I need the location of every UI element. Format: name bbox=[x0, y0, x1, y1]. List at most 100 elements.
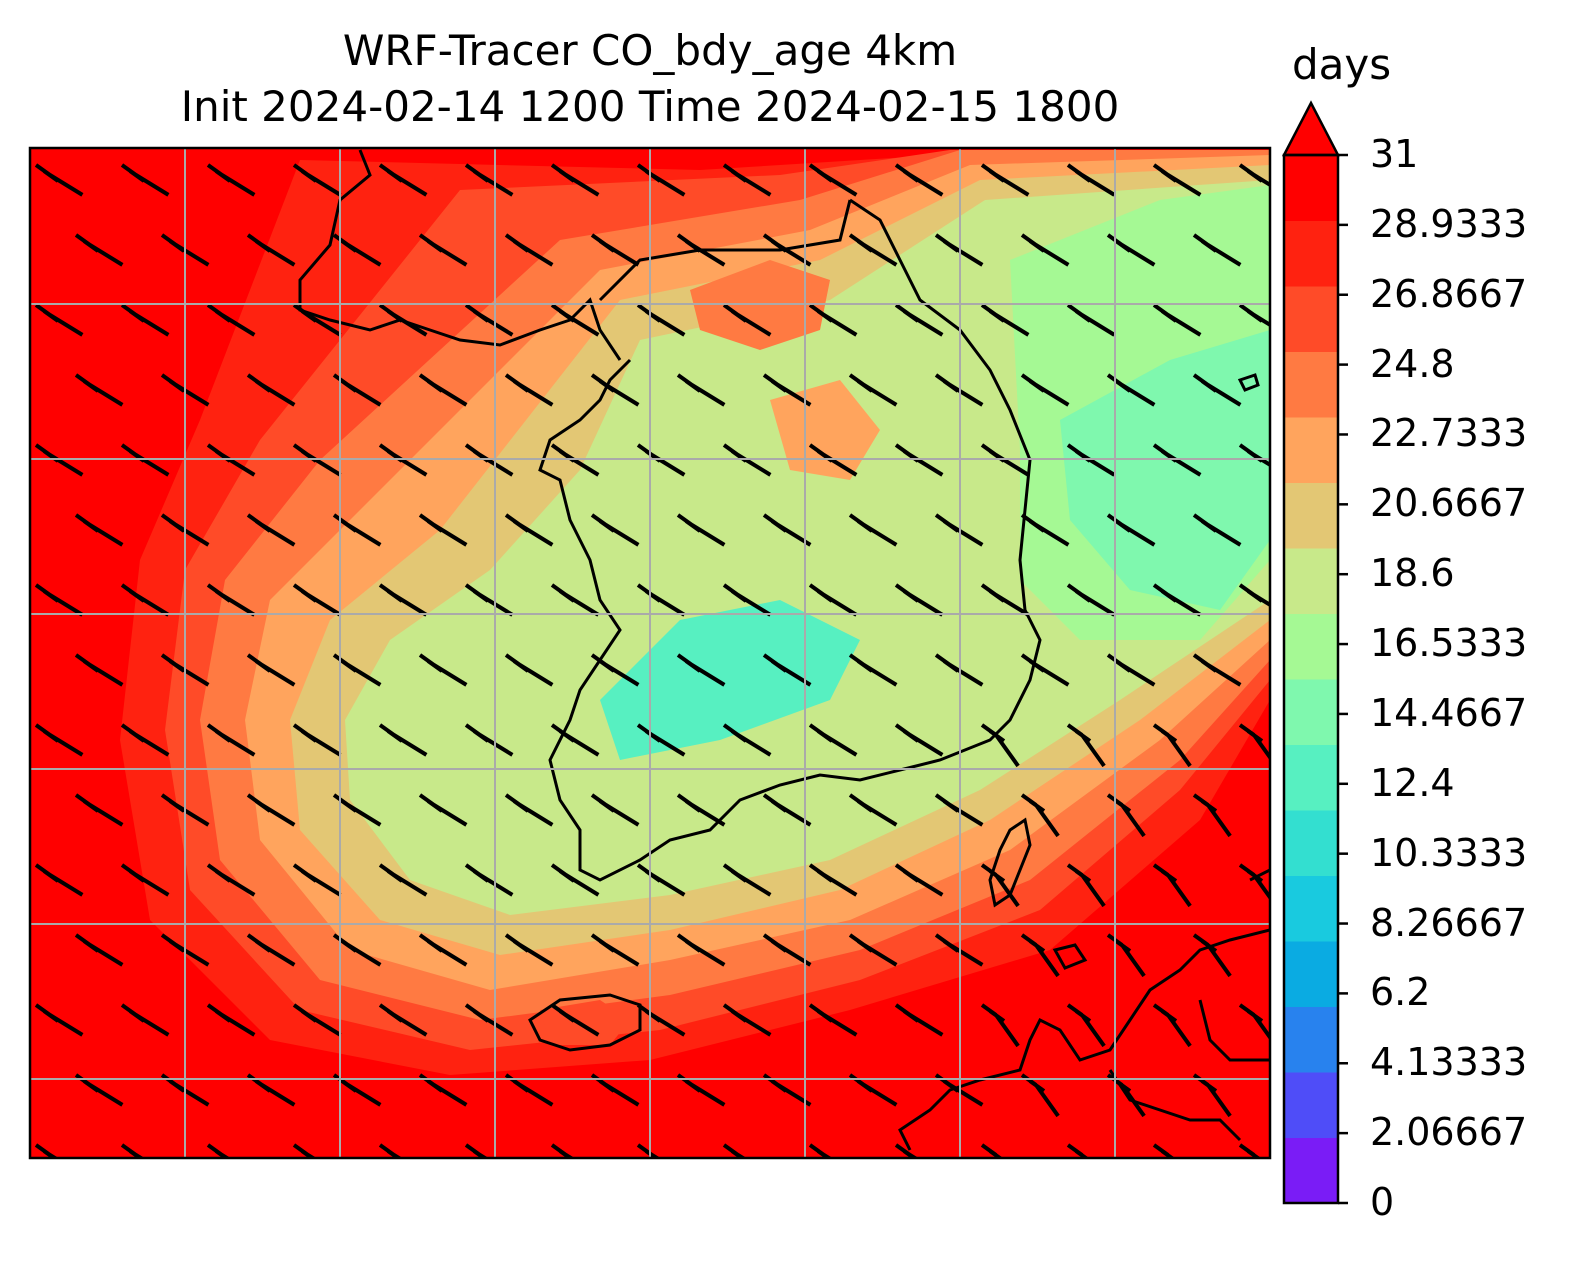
wind-barb bbox=[722, 723, 772, 757]
wind-barb bbox=[120, 303, 170, 337]
wind-barb bbox=[1020, 793, 1060, 838]
wind-barb bbox=[590, 793, 640, 827]
wind-barb-layer bbox=[34, 163, 1270, 1158]
wind-barb bbox=[1238, 723, 1270, 761]
wind-barb bbox=[1066, 863, 1106, 908]
wind-barb bbox=[464, 1003, 514, 1037]
wind-barb bbox=[808, 863, 858, 897]
wind-barb bbox=[160, 513, 210, 547]
colorbar-segment bbox=[1284, 482, 1338, 549]
wind-barb bbox=[1020, 233, 1070, 267]
colorbar-extend-arrow bbox=[1281, 100, 1341, 157]
colorbar-tick-label: 22.7333 bbox=[1370, 411, 1528, 456]
wind-barb bbox=[206, 723, 256, 757]
wind-barb bbox=[74, 933, 124, 967]
colorbar-tick-label: 28.9333 bbox=[1370, 201, 1528, 246]
wind-barb bbox=[120, 863, 170, 897]
wind-barb bbox=[464, 1143, 489, 1158]
colorbar-tick-label: 2.06667 bbox=[1370, 1110, 1528, 1155]
wind-barb bbox=[1152, 303, 1202, 337]
wind-barb bbox=[894, 163, 944, 197]
colorbar-segment bbox=[1284, 744, 1338, 811]
coastline-korea-west-north bbox=[598, 199, 852, 302]
wind-barb bbox=[378, 723, 428, 757]
colorbar-frame bbox=[1282, 153, 1340, 1205]
wind-barb bbox=[848, 513, 898, 547]
wind-barb bbox=[120, 1003, 170, 1037]
wind-barb bbox=[1238, 163, 1270, 188]
wind-barb bbox=[1152, 163, 1202, 197]
wind-barb bbox=[206, 163, 256, 197]
wind-barb bbox=[206, 583, 256, 617]
colorbar-segment bbox=[1284, 679, 1338, 745]
wind-barb bbox=[1192, 233, 1242, 267]
wind-barb bbox=[676, 933, 726, 967]
wind-barb bbox=[1152, 863, 1192, 908]
wind-barb bbox=[550, 583, 600, 617]
wind-barb bbox=[676, 653, 726, 687]
wind-barb bbox=[504, 793, 554, 827]
colorbar-unit-label: days bbox=[1292, 40, 1392, 89]
colorbar-segment bbox=[1284, 875, 1338, 942]
map-title-line-1: WRF-Tracer CO_bdy_age 4km bbox=[342, 26, 958, 75]
wind-barb bbox=[160, 793, 210, 827]
wind-barb bbox=[934, 513, 984, 547]
wind-barb bbox=[808, 1143, 833, 1158]
wind-barb bbox=[120, 1143, 145, 1158]
wind-barb bbox=[848, 233, 898, 267]
wind-barb bbox=[848, 793, 898, 827]
wind-barb bbox=[722, 163, 772, 197]
coastline-japan bbox=[898, 928, 1270, 1151]
wind-barb bbox=[292, 723, 342, 757]
wind-barb bbox=[418, 793, 468, 827]
wind-barb bbox=[894, 583, 944, 617]
wind-barb bbox=[550, 1003, 600, 1037]
wind-barb bbox=[74, 233, 124, 267]
colorbar-segment bbox=[1284, 220, 1338, 287]
wind-barb bbox=[34, 863, 84, 897]
wind-barb bbox=[246, 233, 296, 267]
coastline-jeju bbox=[528, 993, 642, 1052]
colorbar-tick-label: 0 bbox=[1370, 1180, 1395, 1224]
wind-barb bbox=[808, 723, 858, 757]
colorbar-tick-label: 16.5333 bbox=[1370, 621, 1528, 666]
colorbar-tick-label: 18.6 bbox=[1370, 551, 1455, 596]
wind-barb bbox=[34, 583, 84, 617]
wind-barb bbox=[246, 373, 296, 407]
colorbar-tick-label: 31 bbox=[1370, 132, 1419, 176]
wind-barb bbox=[74, 793, 124, 827]
wind-barb bbox=[160, 933, 210, 967]
wind-barb bbox=[1192, 653, 1242, 687]
colorbar-segment bbox=[1284, 548, 1338, 614]
wind-barb bbox=[934, 793, 984, 827]
wind-barb bbox=[550, 1143, 575, 1158]
coastline-japan-kyushu bbox=[1198, 999, 1270, 1062]
wind-barb bbox=[464, 863, 514, 897]
wind-barb bbox=[1152, 583, 1202, 617]
wind-barb bbox=[120, 583, 170, 617]
coastline-tsushima bbox=[988, 817, 1032, 908]
wind-barb bbox=[378, 583, 428, 617]
wind-barb bbox=[808, 163, 858, 197]
wind-barb bbox=[464, 723, 514, 757]
wind-barb bbox=[34, 723, 84, 757]
wind-barb bbox=[378, 863, 428, 897]
wind-barb bbox=[292, 583, 342, 617]
colorbar-segment bbox=[1284, 155, 1338, 221]
wind-barb bbox=[464, 583, 514, 617]
colorbar-tick-label: 4.13333 bbox=[1370, 1040, 1528, 1085]
wind-barb bbox=[980, 1143, 1004, 1158]
wind-barb bbox=[980, 583, 1030, 617]
wind-barb bbox=[34, 1143, 59, 1158]
wind-barb bbox=[1192, 513, 1242, 547]
wind-barb bbox=[206, 863, 256, 897]
wind-barb bbox=[1238, 1143, 1262, 1158]
wind-barb bbox=[1152, 1143, 1176, 1158]
colorbar-tick-label: 12.4 bbox=[1370, 760, 1455, 805]
wind-barb bbox=[1020, 933, 1060, 978]
colorbar-segment bbox=[1284, 941, 1338, 1007]
wind-barb bbox=[894, 863, 944, 897]
wind-barb bbox=[722, 1003, 772, 1037]
wind-barb bbox=[590, 513, 640, 547]
wind-barb bbox=[934, 653, 984, 687]
